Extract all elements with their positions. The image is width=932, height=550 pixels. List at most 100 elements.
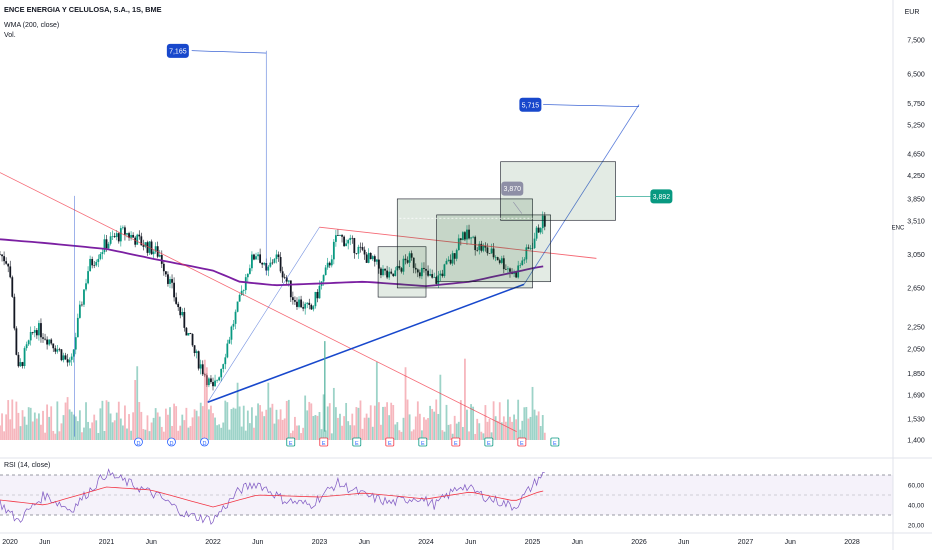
candle-body [136,234,139,245]
volume-bar [224,400,227,440]
candle-body [486,247,489,254]
volume-bar [326,406,329,440]
candle-body [343,236,345,247]
volume-bar [169,407,171,440]
volume-bar [291,430,294,440]
volume-bar [435,399,438,440]
candle-body [242,290,245,291]
price-axis-currency: EUR [905,9,920,16]
candle-body [56,349,59,352]
volume-bar [52,430,55,440]
volume-bar [212,413,214,440]
volume-bar [402,417,405,440]
candle-body [60,349,63,361]
candle-body [507,268,509,270]
candle-body [453,253,456,259]
volume-bar [359,400,362,440]
candle-body [238,295,241,302]
candle-body [484,245,487,248]
candle-body [488,253,491,254]
candle-body [271,262,274,264]
rsi-legend[interactable]: RSI (14, close) [4,462,51,469]
volume-bar [451,433,454,440]
candle-body [441,273,444,277]
candle-body [58,349,61,350]
volume-bar [115,412,118,440]
wma-legend[interactable]: WMA (200, close) [4,22,60,29]
volume-bar [81,432,83,440]
volume-bar [259,405,262,440]
time-axis-tick: 2024 [418,539,434,546]
candle-body [339,235,341,236]
candle-body [392,273,395,277]
annotation-level [650,189,673,204]
volume-bar [529,416,532,440]
volume-legend[interactable]: Vol. [4,32,16,39]
volume-bar [472,406,475,440]
volume-bar [173,403,175,440]
ticker-label: ENC [892,226,905,232]
volume-bar [134,380,137,440]
time-axis-tick: Jun [252,539,263,546]
candle-body [324,267,327,276]
volume-bar [431,408,434,440]
candle-body [490,248,493,254]
candle-body [281,271,284,278]
event-marker-label: E [553,441,557,447]
candle-body [492,248,495,258]
volume-bar [414,416,417,440]
volume-bar [150,422,153,440]
candle-body [64,355,67,360]
candle-body [21,362,24,367]
volume-bar [275,409,278,440]
symbol-title[interactable]: ENCE ENERGIA Y CELULOSA, S.A., 1S, BME [4,5,162,14]
annotation-label-target-1: 7,165 [169,48,187,55]
time-axis-tick: 2025 [525,539,541,546]
earnings-marker [286,437,296,447]
volume-bar [236,382,239,440]
candle-body [113,236,116,238]
volume-bar [328,403,331,440]
volume-bar [40,424,42,440]
earnings-marker [352,437,362,447]
volume-bar [445,404,448,440]
candle-body [222,364,225,369]
volume-bar [263,416,266,440]
candle-body [263,263,266,265]
volume-bar [453,415,456,440]
candle-body [29,332,32,341]
candle-body [214,380,216,387]
volume-bar [498,402,501,440]
volume-bar [337,417,339,440]
candle-body [33,330,36,333]
volume-bar [455,423,458,440]
volume-bar [234,408,237,440]
candle-body [447,259,450,261]
volume-bar [1,413,3,440]
volume-bar [365,413,368,440]
volume-bar [218,424,221,440]
volume-bar [111,422,114,440]
time-axis-tick: 2023 [312,539,328,546]
event-marker-label: E [487,441,491,447]
candle-body [5,261,8,264]
volume-bar [183,420,186,440]
volume-bar [60,423,63,440]
volume-bar [533,409,536,440]
candle-body [521,260,524,265]
volume-bar [23,416,26,440]
volume-bar [324,430,327,440]
volume-bar [310,403,313,440]
candle-body [138,234,141,237]
candle-body [74,337,77,350]
volume-bar [390,402,393,440]
volume-bar [158,416,161,440]
volume-bar [519,429,522,440]
volume-bar [429,405,432,440]
annotation-target-1 [166,43,189,58]
volume-bar [105,400,108,440]
candle-body [386,270,388,278]
volume-bar [357,407,360,440]
